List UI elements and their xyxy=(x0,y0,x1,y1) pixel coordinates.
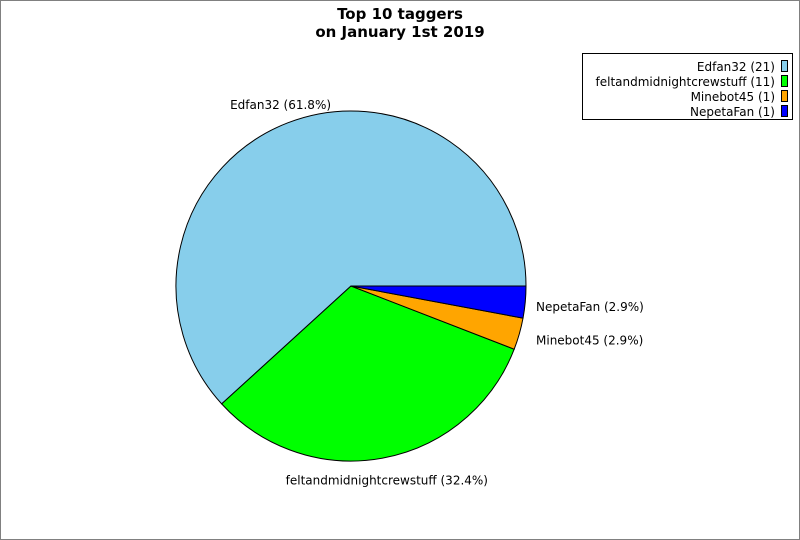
legend-entry: Edfan32 (21) xyxy=(697,60,775,74)
legend-entry: Minebot45 (1) xyxy=(691,90,775,104)
pie-slice-feltandmidnightcrewstuff xyxy=(220,285,515,462)
chart-title-line-2: on January 1st 2019 xyxy=(315,23,484,41)
slice-label: Edfan32 (61.8%) xyxy=(230,98,331,112)
slice-label: feltandmidnightcrewstuff (32.4%) xyxy=(286,474,488,488)
pie-slice-NepetaFan xyxy=(350,285,527,319)
legend-swatch xyxy=(781,105,788,117)
chart-title-line-1: Top 10 taggers xyxy=(337,5,463,23)
legend-swatch xyxy=(781,75,788,87)
legend-swatch xyxy=(781,90,788,102)
legend: Edfan32 (21)feltandmidnightcrewstuff (11… xyxy=(582,53,793,120)
legend-entry: NepetaFan (1) xyxy=(690,105,775,119)
pie-slice-Edfan32 xyxy=(175,110,527,405)
slice-label: Minebot45 (2.9%) xyxy=(536,334,643,348)
legend-entry: feltandmidnightcrewstuff (11) xyxy=(596,75,775,89)
legend-swatch xyxy=(781,60,788,72)
slice-label: NepetaFan (2.9%) xyxy=(536,300,644,314)
